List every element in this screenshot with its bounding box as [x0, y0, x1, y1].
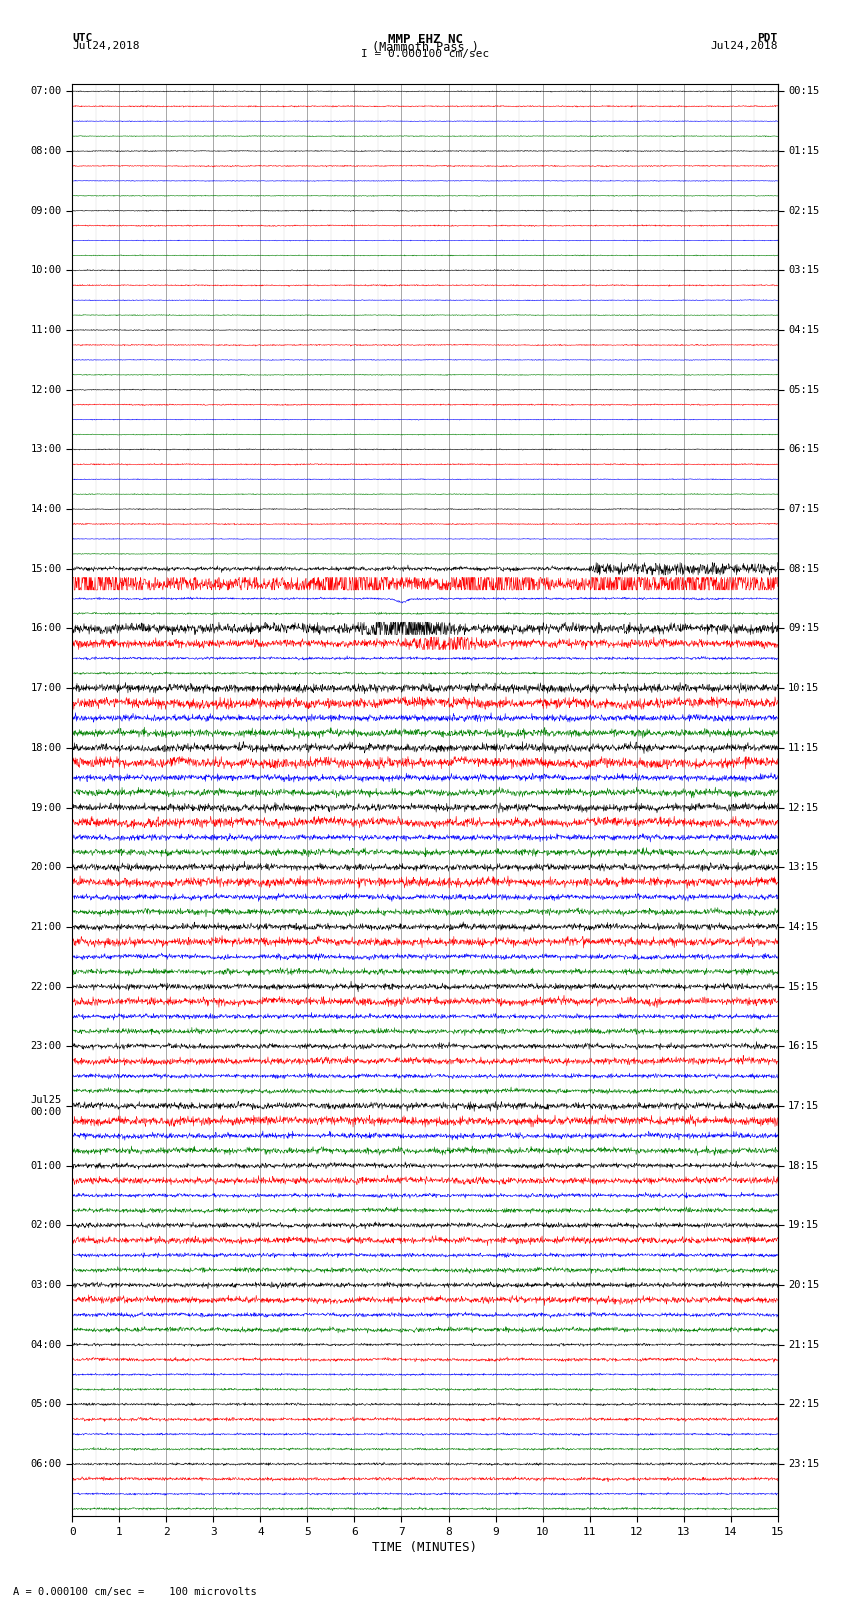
Text: (Mammoth Pass ): (Mammoth Pass )	[371, 40, 479, 55]
Text: MMP EHZ NC: MMP EHZ NC	[388, 32, 462, 47]
Text: Jul24,2018: Jul24,2018	[711, 40, 778, 52]
Text: A = 0.000100 cm/sec =    100 microvolts: A = 0.000100 cm/sec = 100 microvolts	[13, 1587, 257, 1597]
X-axis label: TIME (MINUTES): TIME (MINUTES)	[372, 1540, 478, 1553]
Text: Jul24,2018: Jul24,2018	[72, 40, 139, 52]
Text: PDT: PDT	[757, 32, 778, 44]
Text: UTC: UTC	[72, 32, 93, 44]
Text: I = 0.000100 cm/sec: I = 0.000100 cm/sec	[361, 50, 489, 60]
